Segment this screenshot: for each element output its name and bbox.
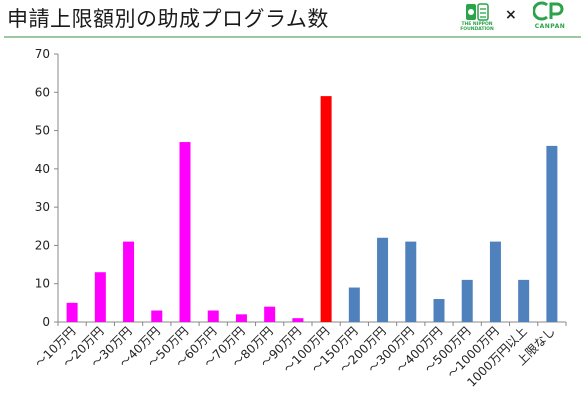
y-tick-label: 0 — [42, 315, 50, 329]
bar — [489, 241, 501, 322]
bar — [207, 310, 219, 322]
y-tick-label: 60 — [35, 85, 50, 99]
bar — [94, 272, 106, 322]
y-tick-label: 20 — [35, 238, 50, 252]
bar — [348, 287, 360, 322]
bar — [405, 241, 417, 322]
y-tick-label: 30 — [35, 200, 50, 214]
bar — [235, 314, 247, 322]
bar — [264, 306, 276, 322]
header-divider — [4, 36, 581, 38]
bar — [518, 279, 530, 322]
bar — [461, 279, 473, 322]
bar — [377, 237, 389, 322]
times-symbol: × — [505, 7, 517, 23]
bar — [292, 318, 304, 322]
y-tick-label: 40 — [35, 162, 50, 176]
nippon-foundation-logo-icon — [466, 3, 489, 21]
canpan-logo: CANPAN — [527, 1, 573, 35]
bar-chart: 010203040506070～10万円～20万円～30万円～40万円～50万円… — [32, 47, 567, 390]
y-tick-label: 70 — [35, 47, 50, 61]
header: 申請上限額別の助成プログラム数 THE NIPPON FOUNDATION × … — [0, 0, 585, 36]
bar — [151, 310, 163, 322]
bar — [433, 299, 445, 322]
bar — [320, 96, 332, 322]
logo-area: THE NIPPON FOUNDATION × CANPAN — [457, 1, 577, 35]
bar — [546, 145, 558, 322]
nippon-foundation-logo: THE NIPPON FOUNDATION — [457, 3, 497, 35]
page-title: 申請上限額別の助成プログラム数 — [7, 7, 329, 31]
canpan-logo-icon — [533, 1, 564, 21]
y-tick-label: 10 — [35, 277, 50, 291]
canpan-logo-text: CANPAN — [534, 23, 566, 30]
bar — [123, 241, 135, 322]
nippon-foundation-logo-text: THE NIPPON FOUNDATION — [460, 22, 494, 32]
y-tick-label: 50 — [35, 124, 50, 138]
bar — [66, 302, 78, 322]
bar — [179, 142, 191, 322]
